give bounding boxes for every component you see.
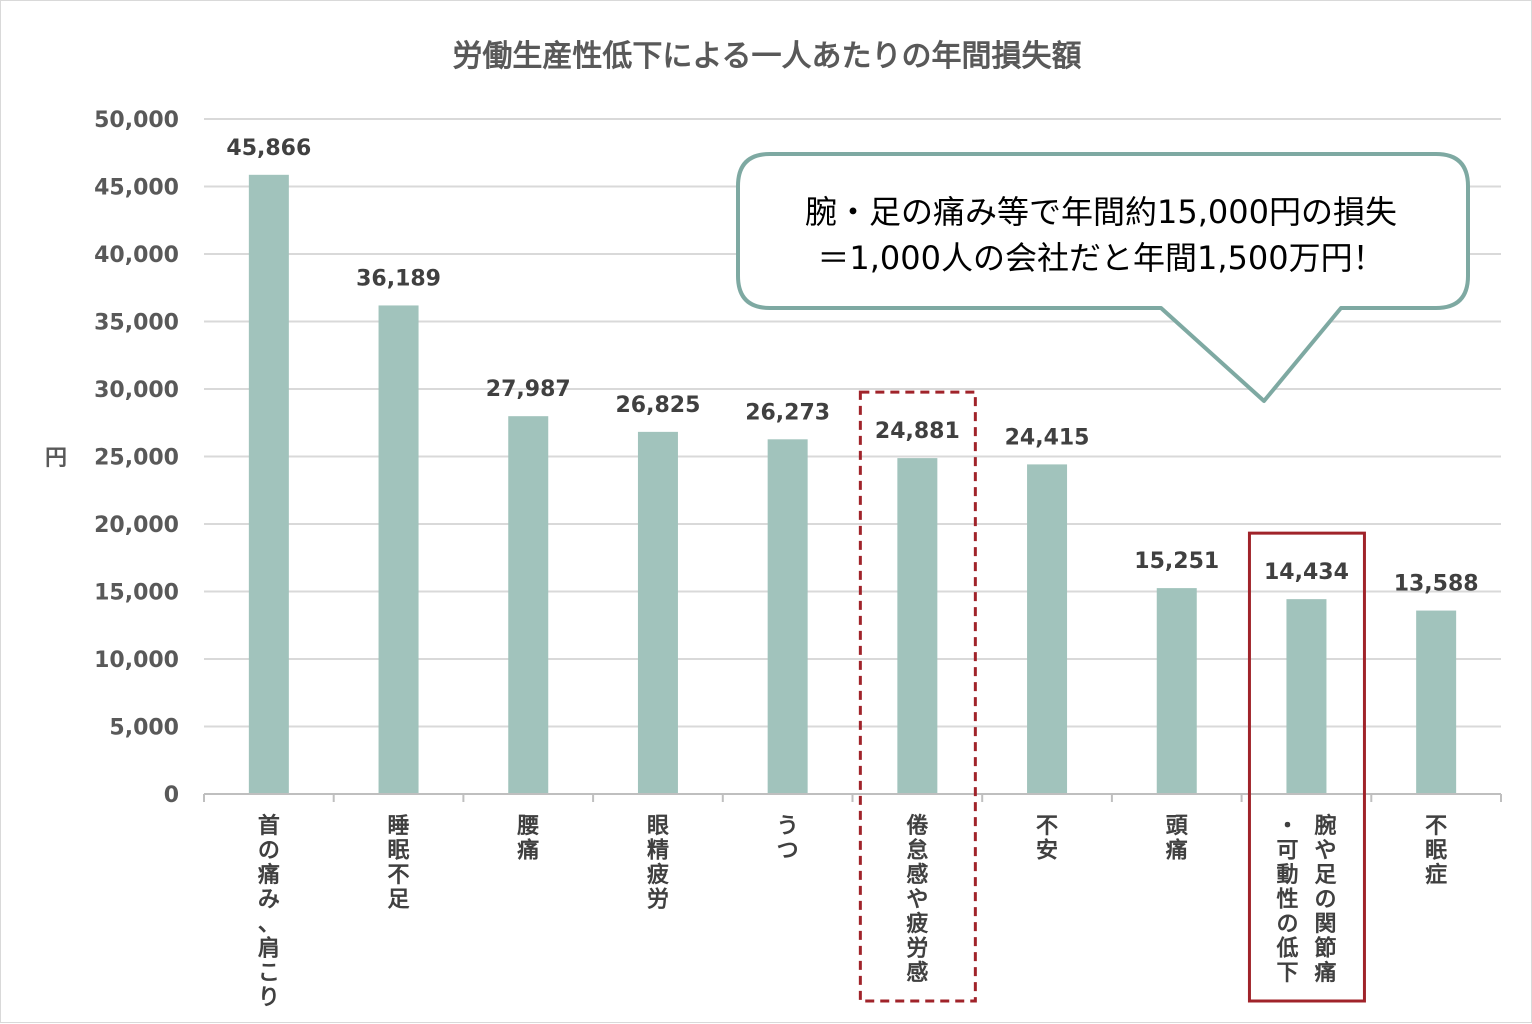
x-tick-label: 眠	[388, 839, 410, 864]
highlight-boxes	[858, 390, 1366, 1003]
data-label: 26,273	[745, 400, 830, 425]
bar	[1156, 588, 1197, 794]
x-tick-label: 睡	[388, 814, 410, 839]
data-label: 15,251	[1134, 549, 1219, 574]
x-tick-label: こ	[258, 961, 280, 986]
x-tick-label: 節	[1314, 936, 1336, 962]
y-axis-label: 円	[45, 446, 67, 471]
x-tick-label: 痛	[1314, 960, 1336, 986]
x-tick-label: 不	[1425, 814, 1447, 839]
bar	[767, 439, 808, 794]
bar	[637, 431, 678, 794]
x-tick-label: 下	[1276, 961, 1298, 986]
x-tick-label: の	[258, 839, 280, 864]
data-label: 45,866	[226, 136, 311, 161]
data-labels: 45,866 36,189 27,987 26,825 26,273 24,881 24,4…	[226, 136, 1478, 597]
x-tick-label: 痛	[517, 838, 539, 864]
data-label: 27,987	[486, 377, 571, 402]
bar	[1286, 599, 1327, 794]
y-tick-label: 30,000	[94, 378, 179, 403]
data-label: 24,881	[875, 419, 960, 444]
callout-bubble	[736, 152, 1470, 403]
y-tick-label: 5,000	[109, 716, 179, 741]
x-tick-labels: 首の痛み、肩こり睡眠不足腰痛眼精疲労うつ倦怠感や疲労感不安頭痛腕や足の関節痛・可…	[258, 813, 1447, 1011]
x-tick-label: 低	[1275, 937, 1298, 962]
y-tick-label: 10,000	[94, 648, 179, 673]
x-tick-label: の	[1314, 888, 1336, 913]
x-tick-label: 頭	[1166, 814, 1189, 839]
x-tick-label: 倦	[906, 813, 928, 839]
bar	[248, 174, 289, 794]
x-tick-label: 足	[388, 888, 410, 913]
callout-line-2: ＝1,000人の会社だと年間1,500万円！	[817, 239, 1384, 277]
x-tick-label: や	[906, 888, 928, 913]
y-tick-label: 40,000	[94, 243, 179, 268]
x-tick-label: 痛	[1166, 838, 1188, 864]
data-label: 24,415	[1005, 425, 1090, 450]
highlight-box-dashed	[858, 390, 977, 1003]
bar	[897, 458, 938, 794]
x-tick-label: 症	[1425, 862, 1447, 888]
y-tick-labels: 0 5,000 10,000 15,000 20,000 25,000 30,000 35,0…	[94, 108, 179, 808]
x-tick-label: 労	[647, 887, 669, 913]
callout-line-1: 腕・足の痛み等で年間約15,000円の損失	[805, 193, 1397, 231]
bar	[378, 305, 419, 794]
x-tick-label: り	[258, 986, 280, 1011]
x-tick-label: 動	[1276, 863, 1298, 888]
x-tick-label: ・	[1276, 814, 1298, 839]
bars	[248, 174, 1457, 794]
x-tick-label: 精	[647, 838, 669, 864]
x-tick-label: 疲	[906, 911, 928, 937]
y-tick-label: 45,000	[94, 176, 179, 201]
x-tick-label: 痛	[258, 862, 280, 888]
x-tick-label: 怠	[906, 838, 928, 864]
x-tick-label: 眠	[1425, 839, 1447, 864]
axes	[203, 793, 1502, 802]
y-tick-label: 15,000	[94, 581, 179, 606]
x-tick-label: 足	[1314, 863, 1336, 888]
data-label: 36,189	[356, 266, 441, 291]
x-tick-label: 安	[1036, 838, 1058, 864]
data-label: 13,588	[1394, 572, 1479, 597]
x-tick-label: み	[258, 888, 280, 913]
bar	[1027, 464, 1068, 794]
y-tick-label: 0	[164, 783, 179, 808]
y-tick-label: 35,000	[94, 311, 179, 336]
x-tick-label: の	[1276, 912, 1298, 937]
x-tick-label: 肩	[258, 936, 280, 962]
x-tick-label: 眼	[647, 814, 669, 839]
x-tick-label: つ	[777, 839, 799, 864]
x-tick-label: 不	[1036, 814, 1058, 839]
x-tick-label: 感	[906, 960, 928, 986]
chart-title: 労働生産性低下による一人あたりの年間損失額	[452, 39, 1081, 74]
y-tick-label: 50,000	[94, 108, 179, 133]
annotation-callout: 腕・足の痛み等で年間約15,000円の損失 ＝1,000人の会社だと年間1,50…	[736, 152, 1470, 403]
x-tick-label: や	[1314, 839, 1336, 864]
x-tick-label: う	[777, 814, 799, 839]
x-tick-label: 腰	[516, 814, 539, 839]
bar	[1416, 610, 1457, 794]
data-label: 14,434	[1264, 560, 1349, 585]
x-tick-label: 疲	[647, 862, 669, 888]
x-tick-label: 労	[906, 936, 928, 962]
x-tick-label: 腕	[1314, 813, 1336, 839]
x-tick-label: 感	[906, 862, 928, 888]
x-tick-label: 性	[1276, 888, 1298, 913]
highlight-box-solid	[1247, 531, 1366, 1003]
x-tick-label: 可	[1276, 839, 1298, 864]
x-tick-label: 、	[258, 912, 280, 937]
x-tick-label: 首	[258, 813, 280, 839]
x-tick-label: 不	[388, 863, 410, 888]
bar	[508, 416, 549, 794]
y-tick-label: 25,000	[94, 446, 179, 471]
data-label: 26,825	[615, 393, 700, 418]
y-tick-label: 20,000	[94, 513, 179, 538]
x-tick-label: 関	[1314, 912, 1336, 937]
